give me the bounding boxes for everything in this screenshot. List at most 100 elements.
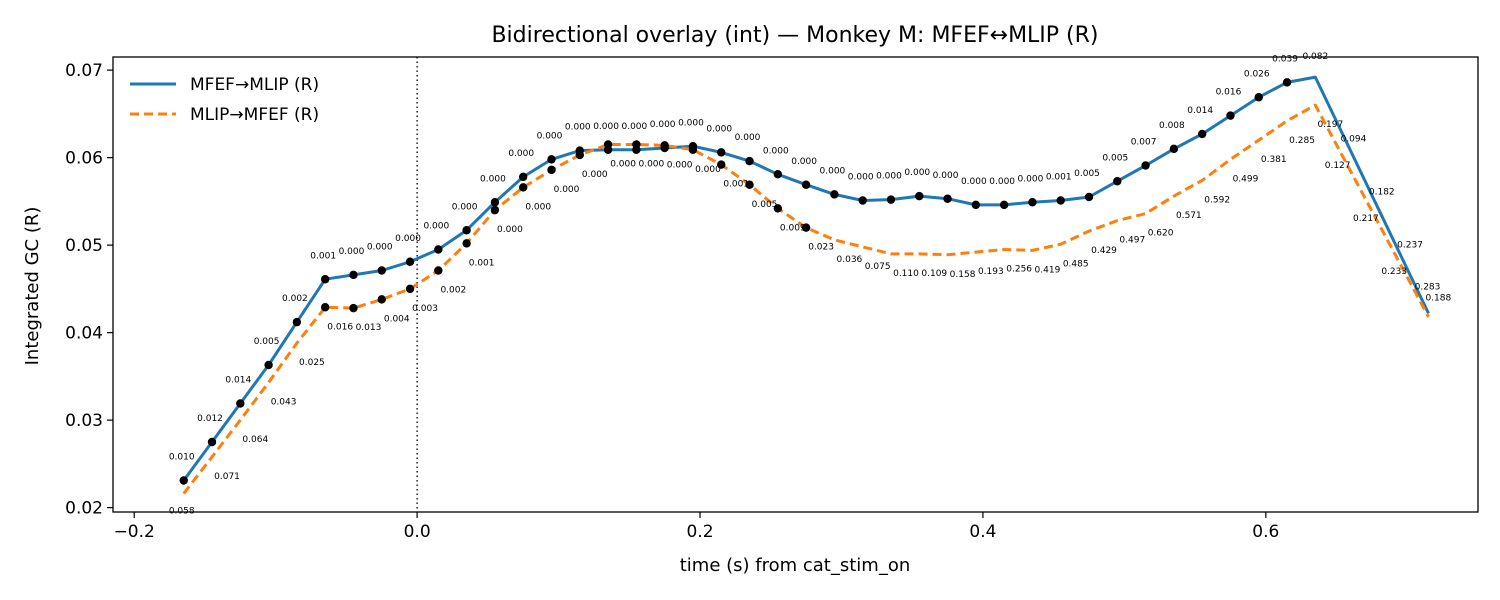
sig-point-1-34 [1141,161,1150,170]
sig-point-1-39 [1282,78,1292,87]
pvalue-b-15: 0.000 [610,160,636,170]
plot-frame [112,56,1479,513]
sig-point-2-19 [717,160,726,169]
pvalue-a-37: 0.016 [1216,88,1242,98]
pvalue-a-6: 0.000 [339,247,365,257]
sig-point-1-31 [1056,196,1065,205]
series-line-1 [182,75,1430,482]
pvalue-a-11: 0.000 [480,174,506,184]
sig-point-2-10 [462,239,471,248]
sig-point-1-29 [999,200,1009,210]
pvalue-a-34: 0.007 [1131,138,1157,148]
sig-point-1-23 [830,190,839,199]
pvalue-b-23: 0.036 [837,255,863,265]
pvalue-a-18: 0.000 [678,118,704,128]
y-tick-label-1: 0.03 [65,411,103,431]
pvalue-b-38: 0.381 [1261,155,1287,165]
x-tick-label-1: 0.0 [404,522,431,542]
x-tick-label-4: 0.6 [1252,522,1279,542]
pvalue-a-31: 0.001 [1046,173,1072,183]
pvalue-b-43: 0.182 [1369,188,1395,198]
sig-point-1-27 [943,194,952,203]
pvalue-a-1: 0.012 [197,414,223,424]
pvalue-b-24: 0.075 [865,262,891,272]
x-tick-label-0: −0.2 [114,522,155,542]
legend: MFEF→MLIP (R) MLIP→MFEF (R) [130,75,319,125]
sig-point-2-21 [773,204,783,213]
pvalue-b-17: 0.000 [667,160,693,170]
pvalue-b-33: 0.497 [1119,236,1145,246]
sig-point-1-30 [1028,198,1037,207]
sig-point-1-0 [179,476,188,485]
plot-area [179,57,1430,512]
sig-point-1-20 [745,156,754,166]
sig-point-1-36 [1197,129,1207,139]
pvalue-b-29: 0.256 [1006,265,1032,275]
y-tick-label-5: 0.07 [65,61,103,81]
sig-point-2-12 [519,183,528,192]
sig-point-2-22 [801,223,811,232]
sig-point-2-18 [688,145,698,154]
pvalue-a-41: 0.283 [1415,282,1441,292]
sig-point-1-19 [717,148,726,157]
pvalue-a-28: 0.000 [961,177,987,187]
sig-point-1-25 [886,195,896,204]
sig-point-2-16 [632,140,641,149]
pvalue-b-39: 0.285 [1289,136,1315,146]
sig-point-1-3 [264,360,273,370]
sig-point-1-37 [1226,111,1235,120]
y-tick-label-4: 0.06 [65,149,103,169]
pvalue-a-4: 0.002 [282,294,308,304]
sig-point-1-4 [292,317,302,327]
pvalue-a-15: 0.000 [593,122,619,132]
sig-point-2-5 [320,303,330,312]
pvalue-a-16: 0.000 [621,122,647,132]
y-axis-label: Integrated GC (R) [22,207,43,366]
pvalue-b-2: 0.064 [242,435,268,445]
pvalue-b-9: 0.002 [440,286,466,296]
pvalue-b-11: 0.000 [497,225,523,235]
pvalue-a-10: 0.000 [452,202,478,212]
pvalue-b-31: 0.485 [1063,259,1089,269]
pvalue-a-32: 0.005 [1074,169,1100,179]
pvalue-b-18: 0.000 [695,165,721,175]
sig-point-2-17 [660,141,669,150]
sig-point-1-38 [1254,93,1263,102]
pvalue-b-7: 0.004 [384,314,410,324]
pvalue-b-19: 0.001 [723,180,749,190]
pvalue-b-26: 0.109 [921,269,947,279]
sig-point-2-8 [405,284,415,294]
legend-label-1: MFEF→MLIP (R) [190,75,319,95]
pvalue-b-32: 0.429 [1091,246,1117,256]
pvalue-b-37: 0.499 [1233,174,1259,184]
pvalue-b-35: 0.571 [1176,211,1202,221]
sig-point-2-7 [377,295,386,304]
pvalue-a-12: 0.000 [508,149,534,159]
pvalue-a-24: 0.000 [848,173,874,183]
sig-point-1-35 [1169,144,1179,154]
legend-label-2: MLIP→MFEF (R) [190,105,319,125]
pvalue-a-0: 0.010 [169,453,195,463]
pvalue-a-30: 0.000 [1018,174,1044,184]
pvalue-b-6: 0.013 [356,323,382,333]
y-tick-label-0: 0.02 [65,499,103,519]
pvalue-b-21: 0.009 [780,223,806,233]
sig-point-1-13 [547,155,556,164]
pvalue-a-29: 0.000 [989,177,1015,187]
pvalue-b-44: 0.217 [1353,214,1379,224]
pvalue-b-28: 0.193 [978,267,1004,277]
pvalue-b-42: 0.127 [1325,161,1351,171]
pvalue-b-14: 0.000 [582,170,608,180]
sig-point-1-26 [915,191,924,201]
pvalue-a-38: 0.026 [1244,69,1270,79]
series-line-2 [182,103,1430,495]
pvalue-a-27: 0.000 [933,171,959,181]
pvalue-b-22: 0.023 [808,243,834,253]
sig-point-2-9 [434,266,443,275]
pvalue-a-20: 0.000 [735,133,761,143]
sig-point-1-24 [858,196,867,205]
pvalue-b-5: 0.016 [327,322,353,332]
pvalue-b-10: 0.001 [469,258,495,268]
